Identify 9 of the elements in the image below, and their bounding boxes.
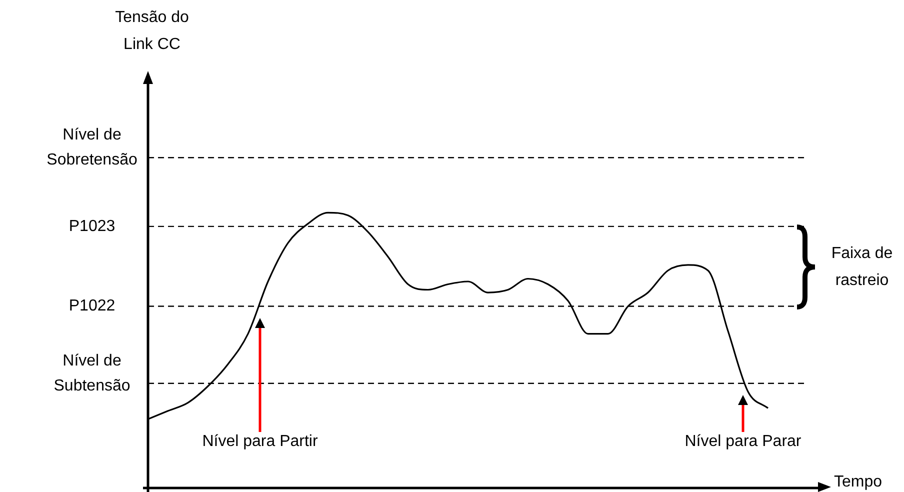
x-axis-title: Tempo <box>834 473 882 490</box>
ref-line-label: P1022 <box>68 298 116 315</box>
ref-line-label: Nível de Sobretensão <box>46 126 138 169</box>
annotation: Nível para Parar <box>684 432 802 452</box>
ref-line-label: Nível de Subtensão <box>54 352 130 394</box>
text: Faixa de rastreio <box>831 244 893 291</box>
ref-line-label: P1023 <box>68 218 116 235</box>
text: Tensão do Link CC <box>115 8 189 55</box>
annotation: Nível para Partir <box>202 432 318 452</box>
